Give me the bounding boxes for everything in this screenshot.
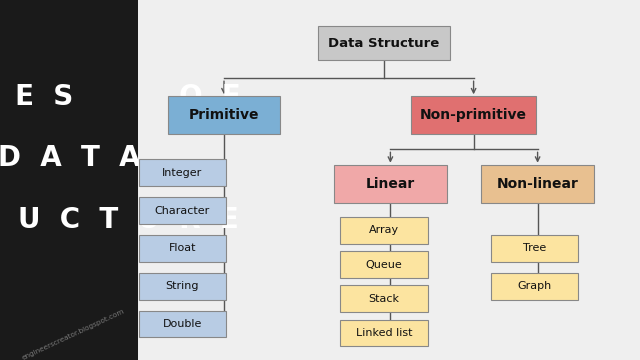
FancyBboxPatch shape [481,165,594,203]
Text: Stack: Stack [369,294,399,304]
FancyBboxPatch shape [340,320,428,346]
Text: D  A  T  A: D A T A [0,144,140,172]
Text: S  T  R  U  C  T  U  R  E: S T R U C T U R E [0,206,239,234]
FancyBboxPatch shape [139,273,226,300]
Bar [0,0,138,360]
FancyBboxPatch shape [139,311,226,337]
Text: Primitive: Primitive [189,108,259,122]
Text: String: String [166,281,199,291]
Text: Non-primitive: Non-primitive [420,108,527,122]
FancyBboxPatch shape [491,235,578,262]
FancyBboxPatch shape [139,197,226,224]
Text: Data Structure: Data Structure [328,37,440,50]
FancyBboxPatch shape [168,96,280,134]
FancyBboxPatch shape [340,217,428,244]
Text: Queue: Queue [365,260,403,270]
Text: Graph: Graph [517,281,552,291]
FancyBboxPatch shape [318,26,450,60]
Text: Non-linear: Non-linear [497,177,579,190]
Text: T  Y  P  E  S           O  F: T Y P E S O F [0,83,241,111]
Text: Double: Double [163,319,202,329]
Text: Integer: Integer [163,168,202,178]
FancyBboxPatch shape [491,273,578,300]
FancyBboxPatch shape [340,285,428,312]
Text: Linked list: Linked list [356,328,412,338]
Text: Array: Array [369,225,399,235]
Text: Linear: Linear [366,177,415,190]
Text: Character: Character [155,206,210,216]
Text: Tree: Tree [523,243,546,253]
Text: engineerscreator.blogspot.com: engineerscreator.blogspot.com [21,308,126,360]
FancyBboxPatch shape [411,96,536,134]
FancyBboxPatch shape [139,159,226,186]
FancyBboxPatch shape [340,251,428,278]
FancyBboxPatch shape [334,165,447,203]
FancyBboxPatch shape [139,235,226,262]
Text: Float: Float [169,243,196,253]
